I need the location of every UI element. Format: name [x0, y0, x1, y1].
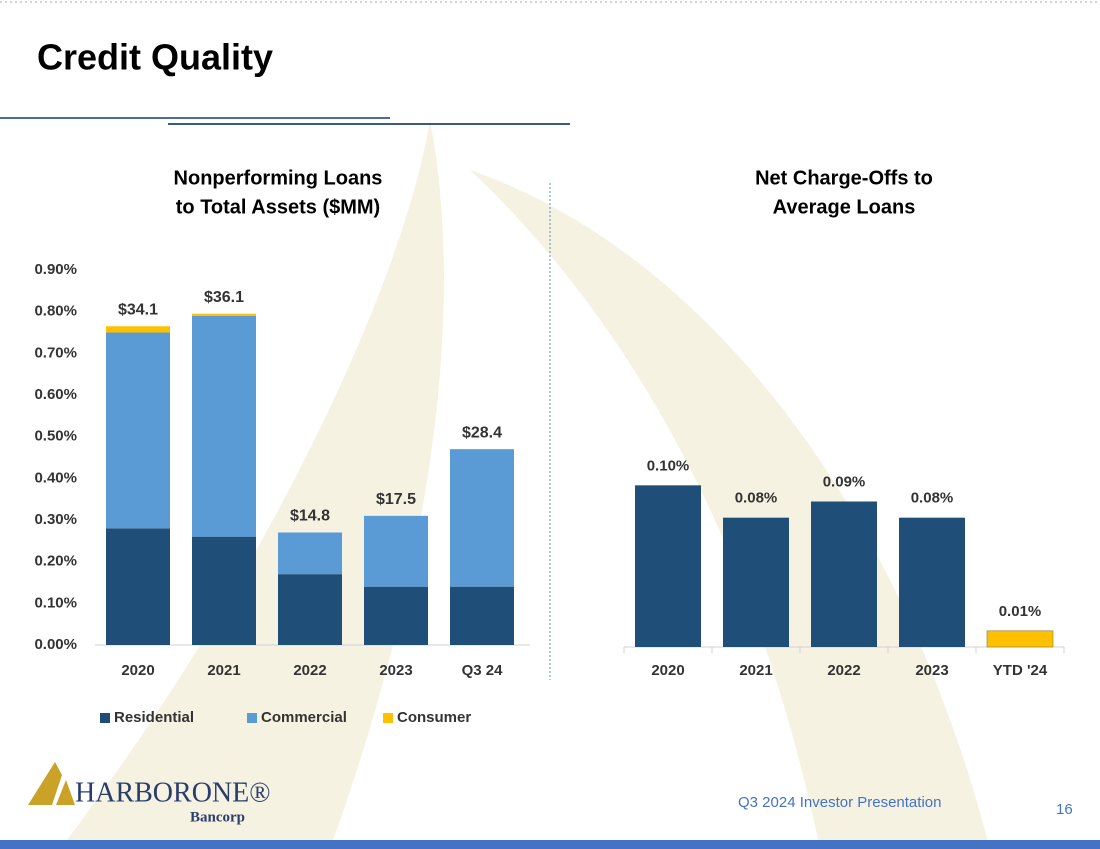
sail-decoration	[60, 120, 444, 849]
footer-text: Q3 2024 Investor Presentation	[738, 794, 941, 811]
logo-subtext: Bancorp	[190, 809, 245, 825]
y-tick-label: 0.20%	[34, 553, 77, 570]
bar-segment	[278, 574, 342, 645]
y-tick-label: 0.80%	[34, 303, 77, 320]
bar-segment	[364, 515, 428, 587]
y-tick-label: 0.40%	[34, 469, 77, 486]
total-label: $34.1	[118, 301, 158, 318]
bar	[811, 501, 877, 647]
x-tick-label: YTD '24	[993, 662, 1048, 679]
bar	[635, 485, 701, 647]
x-tick-label: 2022	[827, 662, 860, 679]
bar-segment	[278, 532, 342, 575]
total-label: $17.5	[376, 491, 416, 508]
x-tick-label: Q3 24	[462, 662, 504, 679]
bar	[899, 517, 965, 647]
legend-swatch	[100, 713, 110, 723]
legend-label: Residential	[114, 709, 194, 726]
value-label: 0.10%	[647, 457, 690, 474]
bar-segment	[106, 528, 170, 645]
bar-segment	[450, 449, 514, 587]
chart-title: Nonperforming Loans	[174, 167, 383, 189]
x-tick-label: 2021	[207, 662, 240, 679]
slide-title: Credit Quality	[37, 37, 273, 78]
x-tick-label: 2023	[915, 662, 948, 679]
chart-title: Net Charge-Offs to	[755, 167, 933, 189]
total-label: $14.8	[290, 508, 330, 525]
value-label: 0.08%	[735, 490, 778, 507]
page-number: 16	[1056, 801, 1073, 818]
bar-segment	[106, 332, 170, 529]
chart-title: to Total Assets ($MM)	[176, 196, 380, 218]
y-tick-label: 0.30%	[34, 511, 77, 528]
value-label: 0.09%	[823, 473, 866, 490]
bar-segment	[192, 313, 256, 316]
legend-swatch	[247, 713, 257, 723]
bar-segment	[364, 586, 428, 645]
y-tick-label: 0.50%	[34, 428, 77, 445]
x-tick-label: 2020	[651, 662, 684, 679]
legend-label: Consumer	[397, 709, 471, 726]
logo-mark	[28, 762, 75, 805]
chart-title: Average Loans	[773, 196, 916, 218]
bar-segment	[106, 326, 170, 333]
y-tick-label: 0.00%	[34, 636, 77, 653]
y-tick-label: 0.70%	[34, 344, 77, 361]
x-tick-label: 2022	[293, 662, 326, 679]
bar	[986, 630, 1054, 648]
logo-text: HARBORONE®	[75, 777, 271, 808]
total-label: $36.1	[204, 289, 244, 306]
legend-swatch	[383, 713, 393, 723]
value-label: 0.08%	[911, 490, 954, 507]
bar	[723, 517, 789, 647]
y-tick-label: 0.60%	[34, 386, 77, 403]
x-tick-label: 2021	[739, 662, 772, 679]
sail-decoration	[470, 170, 990, 849]
bar-segment	[192, 536, 256, 645]
y-tick-label: 0.10%	[34, 594, 77, 611]
bottom-bar	[0, 840, 1100, 849]
value-label: 0.01%	[999, 603, 1042, 620]
y-tick-label: 0.90%	[34, 261, 77, 278]
legend-label: Commercial	[261, 709, 347, 726]
bar-segment	[192, 315, 256, 537]
x-tick-label: 2020	[121, 662, 154, 679]
x-tick-label: 2023	[379, 662, 412, 679]
bar-segment	[450, 586, 514, 645]
total-label: $28.4	[462, 424, 502, 441]
